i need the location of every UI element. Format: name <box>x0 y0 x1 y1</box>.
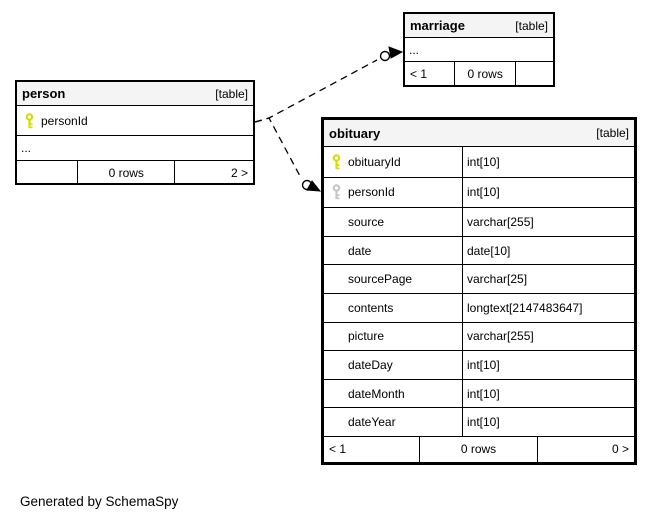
column-name: date <box>348 243 372 258</box>
column-type: date[10] <box>467 243 511 258</box>
children-count: 2 > <box>230 165 248 180</box>
table-type-label: [table] <box>515 18 548 33</box>
column-row-obituaryId[interactable]: obituaryId int[10] <box>324 147 634 178</box>
column-row-personId[interactable]: personId int[10] <box>324 177 634 209</box>
column-row-dateYear[interactable]: dateYear int[10] <box>324 408 634 437</box>
column-type: longtext[2147483647] <box>467 300 583 315</box>
column-name: dateDay <box>348 357 393 372</box>
column-row-personId[interactable]: personId <box>17 106 253 136</box>
parents-count <box>17 161 79 184</box>
table-name: marriage <box>410 18 465 33</box>
hidden-columns-indicator: ... <box>17 136 253 161</box>
table-obituary[interactable]: obituary [table] obituaryId int[10] <box>321 117 637 465</box>
column-type: int[10] <box>467 154 500 169</box>
column-row-contents[interactable]: contents longtext[2147483647] <box>324 293 634 323</box>
column-type: varchar[25] <box>467 272 528 287</box>
column-type: int[10] <box>467 185 500 200</box>
primary-key-icon <box>331 153 341 170</box>
parents-count: < 1 <box>405 62 456 85</box>
column-name: dateMonth <box>348 386 405 401</box>
column-name: source <box>348 214 385 229</box>
hidden-columns-indicator: ... <box>405 38 553 62</box>
table-person[interactable]: person [table] personId ... 0 rows 2 <box>15 80 255 185</box>
children-count: 0 > <box>611 442 629 457</box>
table-type-label: [table] <box>215 86 248 101</box>
table-name: obituary <box>329 125 381 141</box>
generated-by-note: Generated by SchemaSpy <box>20 494 179 509</box>
column-name: picture <box>348 329 385 344</box>
foreign-key-icon <box>331 184 341 200</box>
primary-key-icon <box>24 112 34 129</box>
column-row-dateDay[interactable]: dateDay int[10] <box>324 351 634 380</box>
column-name: personId <box>348 185 395 200</box>
column-type: varchar[255] <box>467 214 534 229</box>
table-marriage[interactable]: marriage [table] ... < 1 0 rows <box>403 12 555 87</box>
children-count <box>516 62 553 85</box>
table-obituary-footer: < 1 0 rows 0 > <box>324 436 634 462</box>
column-name: obituaryId <box>348 154 401 169</box>
table-person-footer: 0 rows 2 > <box>17 161 253 184</box>
column-type: int[10] <box>467 357 500 372</box>
table-marriage-footer: < 1 0 rows <box>405 62 553 85</box>
column-name: personId <box>41 113 88 128</box>
edge-person-marriage <box>254 46 404 123</box>
column-name: contents <box>348 300 394 315</box>
table-obituary-header[interactable]: obituary [table] <box>324 120 634 147</box>
column-name: dateYear <box>348 415 396 430</box>
table-person-header[interactable]: person [table] <box>17 82 253 106</box>
column-row-sourcePage[interactable]: sourcePage varchar[25] <box>324 265 634 294</box>
column-type: int[10] <box>467 415 500 430</box>
row-count: 0 rows <box>78 161 176 184</box>
row-count: 0 rows <box>420 436 538 462</box>
column-type: varchar[255] <box>467 329 534 344</box>
column-row-source[interactable]: source varchar[255] <box>324 208 634 237</box>
table-type-label: [table] <box>596 126 629 140</box>
table-marriage-header[interactable]: marriage [table] <box>405 14 553 38</box>
column-row-date[interactable]: date date[10] <box>324 236 634 266</box>
parents-count: < 1 <box>324 436 421 462</box>
table-name: person <box>22 86 66 101</box>
column-name: sourcePage <box>348 272 413 287</box>
column-type: int[10] <box>467 386 500 401</box>
column-row-dateMonth[interactable]: dateMonth int[10] <box>324 379 634 409</box>
edge-person-obituary <box>254 117 322 192</box>
column-row-picture[interactable]: picture varchar[255] <box>324 322 634 352</box>
row-count: 0 rows <box>455 62 516 85</box>
